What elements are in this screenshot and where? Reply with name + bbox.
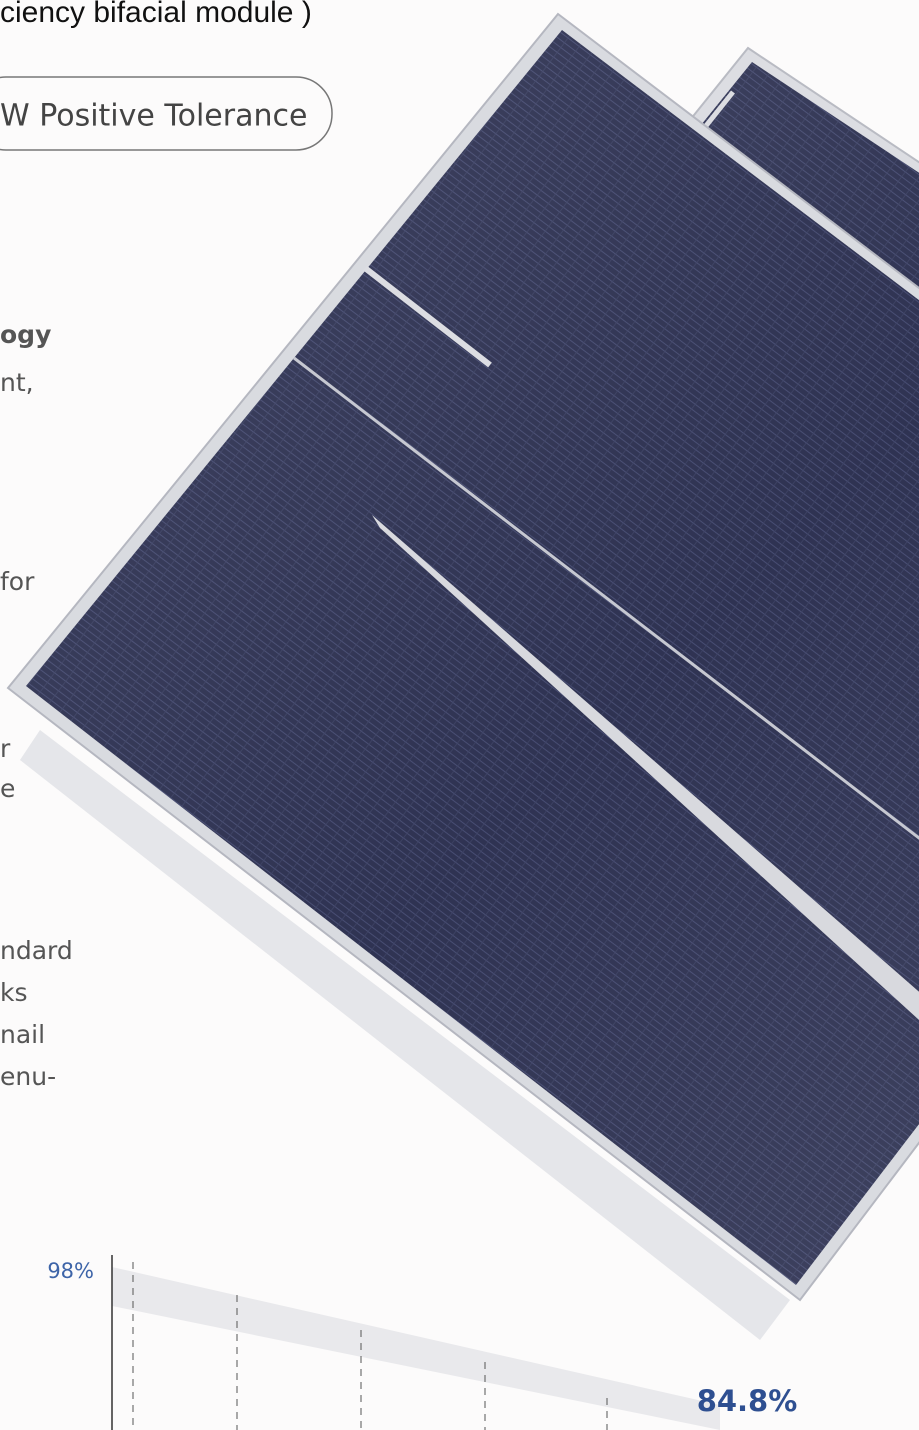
feature-text: e [0, 774, 15, 803]
feature-text: r [0, 734, 11, 763]
feature-text: nail [0, 1020, 45, 1049]
feature-text: ndard [0, 936, 73, 965]
badge-label: W Positive Tolerance [0, 99, 307, 134]
feature-text: ks [0, 978, 28, 1007]
chart-end-label: 84.8% [697, 1384, 798, 1418]
feature-text: for [0, 567, 35, 596]
page-title: ciency bifacial module ) [0, 0, 312, 29]
feature-text: nt, [0, 368, 34, 397]
feature-text: enu- [0, 1062, 56, 1091]
warranty-band [112, 1267, 720, 1430]
feature-heading: ogy [0, 320, 51, 349]
page: {"header": {"title": "ciency bifacial mo… [0, 0, 919, 1430]
chart-start-label: 98% [47, 1259, 94, 1283]
warranty-chart: 98% 84.8% [47, 1255, 797, 1430]
page-canvas: ciency bifacial module ) W Positive Tole… [0, 0, 919, 1430]
